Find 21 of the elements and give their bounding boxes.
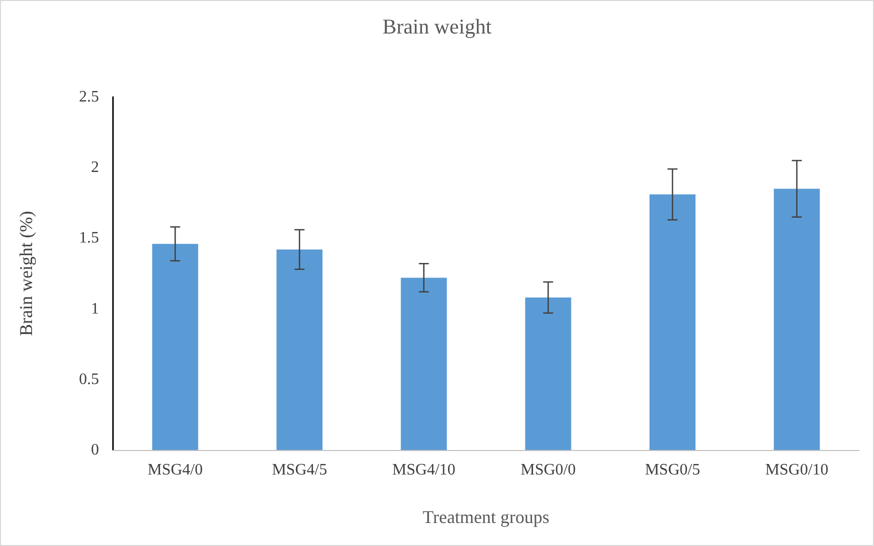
y-tick-label: 0 xyxy=(91,442,99,458)
x-tick-label: MSG4/10 xyxy=(392,462,456,478)
y-tick-label: 1.5 xyxy=(79,230,99,247)
bar xyxy=(650,194,696,450)
x-tick-label: MSG4/5 xyxy=(272,462,328,478)
bar xyxy=(152,244,198,450)
x-tick-label: MSG4/0 xyxy=(148,462,203,478)
bar xyxy=(774,188,820,450)
chart-title: Brain weight xyxy=(382,14,492,38)
x-axis-title: Treatment groups xyxy=(422,507,550,527)
bar xyxy=(400,278,447,450)
bar xyxy=(276,249,322,450)
y-tick-label: 2 xyxy=(91,159,99,176)
y-tick-label: 0.5 xyxy=(79,370,99,388)
x-tick-label: MSG0/10 xyxy=(765,462,828,478)
y-tick-label: 2.5 xyxy=(79,88,99,106)
y-tick-label: 1 xyxy=(91,300,99,318)
x-tick-label: MSG0/0 xyxy=(520,462,576,478)
y-axis-title: Brain weight (%) xyxy=(16,211,36,336)
x-tick-label: MSG0/5 xyxy=(644,462,700,478)
bar xyxy=(525,298,572,450)
